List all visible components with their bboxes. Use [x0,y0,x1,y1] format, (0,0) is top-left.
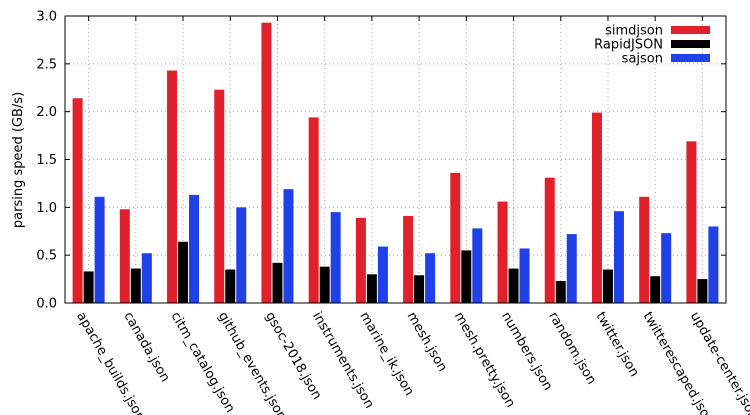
y-tick-label: 1.5 [36,153,57,168]
x-tick-label: canada.json [120,310,172,385]
bar-simdjson [639,196,650,303]
bar-rapidjson [178,241,189,303]
bar-sajson [566,234,577,303]
x-tick-label: numbers.json [498,310,555,394]
y-axis-label: parsing speed (GB/s) [11,92,26,228]
bar-rapidjson [602,269,613,303]
bar-sajson [141,253,152,303]
bar-simdjson [686,141,697,303]
bar-simdjson [167,70,178,303]
legend-label: simdjson [605,24,663,39]
x-tick-labels: apache_builds.jsoncanada.jsoncitm_catalo… [73,310,750,415]
y-tick-label: 3.0 [36,10,57,25]
bar-rapidjson [650,276,661,303]
bar-simdjson [214,89,225,303]
bar-sajson [472,228,483,303]
y-tick-label: 0.5 [36,249,57,264]
y-tick-label: 1.0 [36,201,57,216]
bar-rapidjson [319,266,330,303]
bar-rapidjson [414,275,425,303]
bar-sajson [189,194,200,303]
bar-rapidjson [83,271,94,303]
bar-simdjson [261,22,272,304]
y-tick-labels: 0.0 0.5 1.0 1.5 2.0 2.5 3.0 [36,10,57,312]
legend-label: sajson [622,52,663,67]
plot-frame [64,15,727,304]
bar-sajson [425,253,436,303]
bar-simdjson [355,217,366,303]
bar-sajson [283,189,294,303]
bar-rapidjson [130,268,141,303]
bar-rapidjson [272,262,283,303]
bar-simdjson [544,177,555,303]
bar-sajson [236,207,247,303]
bar-rapidjson [461,250,472,303]
bar-sajson [708,226,719,303]
bar-sajson [661,233,672,303]
legend-swatch [671,26,710,34]
bar-simdjson [450,172,461,303]
bar-simdjson [403,215,414,303]
bar-sajson [377,246,388,303]
bar-simdjson [308,117,319,303]
x-tick-label: random.json [545,310,599,388]
bar-simdjson [72,98,83,303]
legend-swatch [671,54,710,62]
bar-simdjson [119,209,130,303]
bar-sajson [330,212,341,303]
bar-rapidjson [508,268,519,303]
bar-rapidjson [366,274,377,303]
bar-sajson [519,248,530,303]
legend-swatch [671,40,710,48]
bar-sajson [613,211,624,303]
legend-label: RapidJSON [594,38,663,53]
bar-rapidjson [225,269,236,303]
y-tick-label: 0.0 [36,297,57,312]
bar-sajson [94,196,105,303]
axes [64,15,727,304]
x-tick-label: mesh.json [404,310,450,375]
y-tick-label: 2.0 [36,105,57,120]
bar-simdjson [591,112,602,303]
y-tick-label: 2.5 [36,57,57,72]
bar-rapidjson [555,280,566,303]
bar-simdjson [497,201,508,303]
x-tick-label: twitter.json [593,310,642,380]
bars [72,22,719,304]
bar-rapidjson [697,279,708,303]
